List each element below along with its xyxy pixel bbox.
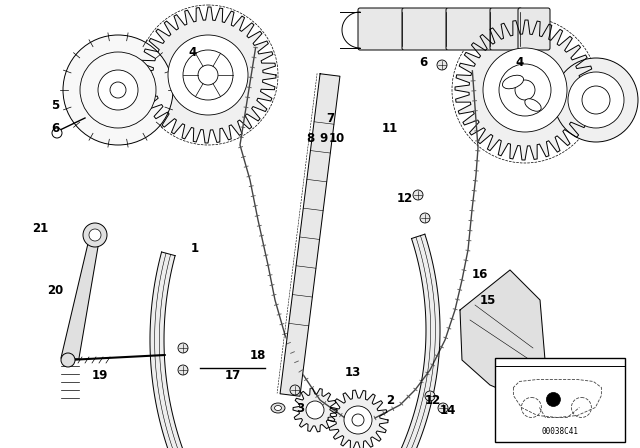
Text: 11: 11 <box>382 121 398 134</box>
Circle shape <box>52 128 62 138</box>
Text: 3: 3 <box>296 401 304 414</box>
Text: 6: 6 <box>419 56 427 69</box>
Text: 8: 8 <box>306 132 314 145</box>
Circle shape <box>63 35 173 145</box>
Circle shape <box>80 52 156 128</box>
Text: 12: 12 <box>425 393 441 406</box>
Ellipse shape <box>502 75 524 89</box>
Circle shape <box>425 391 435 401</box>
Polygon shape <box>150 252 223 448</box>
FancyBboxPatch shape <box>358 8 404 50</box>
Circle shape <box>168 35 248 115</box>
Circle shape <box>568 72 624 128</box>
Text: 13: 13 <box>345 366 361 379</box>
Circle shape <box>98 70 138 110</box>
Bar <box>495 358 625 442</box>
FancyBboxPatch shape <box>518 8 550 50</box>
Text: 17: 17 <box>225 369 241 382</box>
Circle shape <box>554 58 638 142</box>
Circle shape <box>344 406 372 434</box>
Circle shape <box>198 65 218 85</box>
FancyBboxPatch shape <box>446 8 492 50</box>
Circle shape <box>290 385 300 395</box>
Circle shape <box>61 353 75 367</box>
Circle shape <box>438 403 448 413</box>
Polygon shape <box>328 390 388 448</box>
Circle shape <box>178 343 188 353</box>
Polygon shape <box>460 270 545 400</box>
Circle shape <box>83 223 107 247</box>
Text: 6: 6 <box>51 121 59 134</box>
Ellipse shape <box>271 403 285 413</box>
Text: 1: 1 <box>191 241 199 254</box>
Polygon shape <box>455 20 595 160</box>
Text: 9: 9 <box>319 132 327 145</box>
Circle shape <box>582 86 610 114</box>
Circle shape <box>110 82 126 98</box>
Circle shape <box>420 213 430 223</box>
FancyBboxPatch shape <box>490 8 522 50</box>
Circle shape <box>89 229 101 241</box>
Text: 20: 20 <box>47 284 63 297</box>
Circle shape <box>183 50 233 100</box>
Circle shape <box>515 80 535 100</box>
Polygon shape <box>61 235 100 358</box>
Circle shape <box>413 190 423 200</box>
Text: 12: 12 <box>397 191 413 204</box>
Circle shape <box>178 365 188 375</box>
Text: 18: 18 <box>250 349 266 362</box>
Polygon shape <box>387 234 440 448</box>
Circle shape <box>306 401 324 419</box>
Ellipse shape <box>275 405 282 410</box>
Ellipse shape <box>525 99 541 111</box>
Circle shape <box>437 60 447 70</box>
Text: 00038C41: 00038C41 <box>541 427 579 436</box>
Text: 2: 2 <box>386 393 394 406</box>
Polygon shape <box>293 388 337 432</box>
Circle shape <box>547 392 561 406</box>
Polygon shape <box>140 7 276 143</box>
Text: 7: 7 <box>326 112 334 125</box>
FancyBboxPatch shape <box>402 8 448 50</box>
Polygon shape <box>280 74 340 396</box>
Text: 4: 4 <box>516 56 524 69</box>
Text: 21: 21 <box>32 221 48 234</box>
Circle shape <box>483 48 567 132</box>
Text: 15: 15 <box>480 293 496 306</box>
Text: 5: 5 <box>51 99 59 112</box>
Text: 16: 16 <box>472 267 488 280</box>
Circle shape <box>499 64 551 116</box>
Circle shape <box>352 414 364 426</box>
Text: 14: 14 <box>440 404 456 417</box>
Text: 10: 10 <box>329 132 345 145</box>
Text: 19: 19 <box>92 369 108 382</box>
Text: 4: 4 <box>189 46 197 59</box>
